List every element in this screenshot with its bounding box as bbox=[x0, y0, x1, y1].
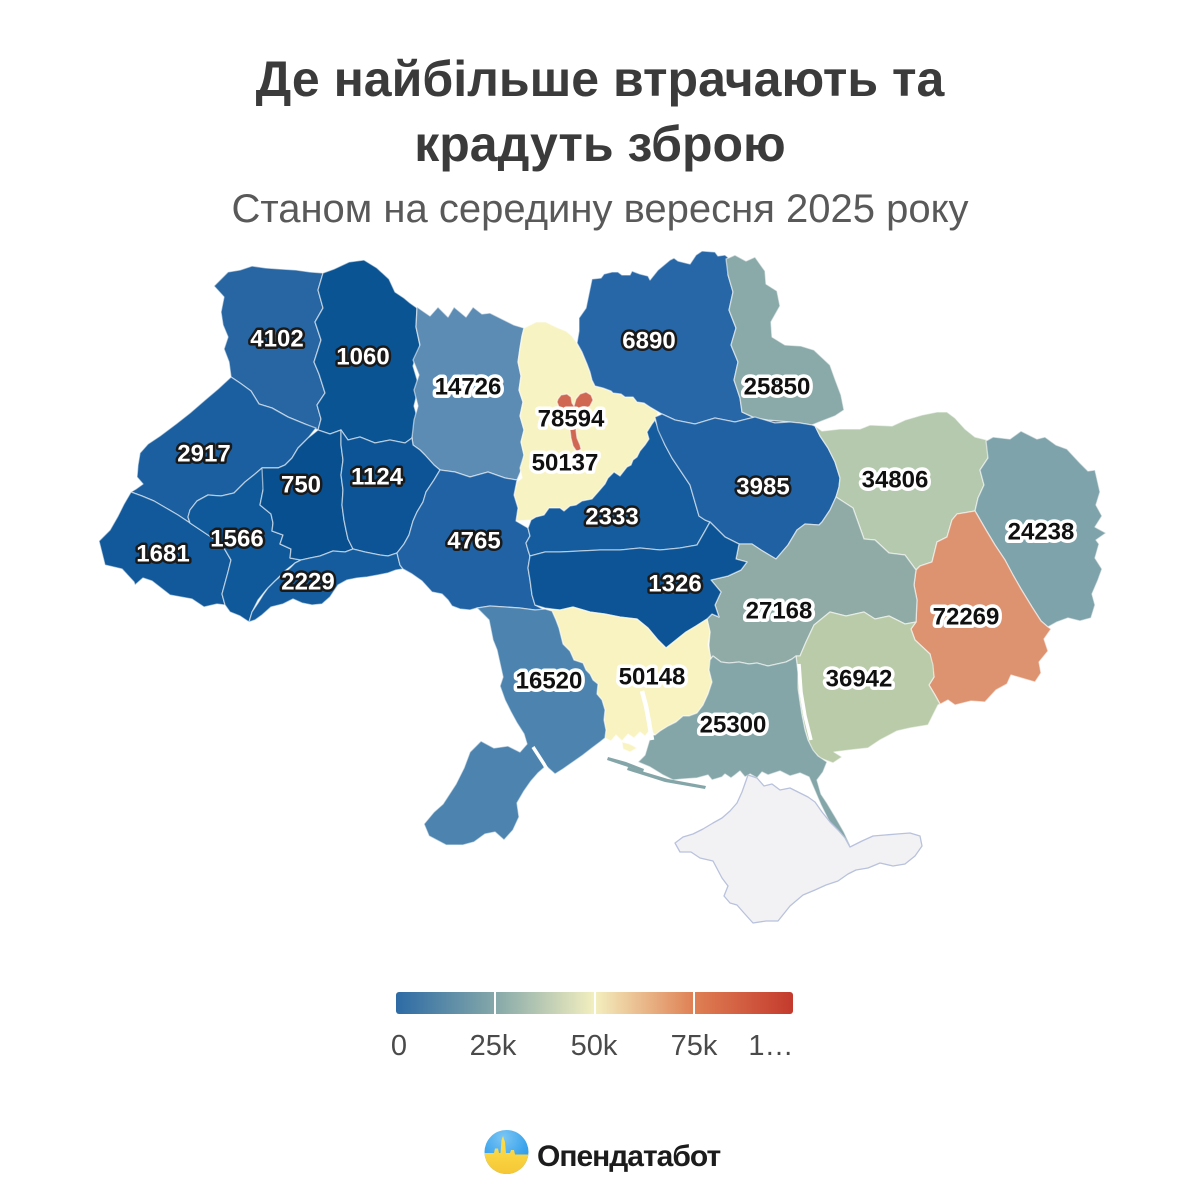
svg-text:750: 750 bbox=[281, 472, 321, 499]
svg-text:16520: 16520 bbox=[516, 668, 583, 695]
svg-text:24238: 24238 bbox=[1008, 519, 1075, 546]
svg-text:1566: 1566 bbox=[210, 526, 263, 553]
svg-text:36942: 36942 bbox=[826, 666, 893, 693]
svg-text:34806: 34806 bbox=[862, 467, 929, 494]
svg-text:3985: 3985 bbox=[736, 474, 789, 501]
svg-text:1326: 1326 bbox=[648, 571, 701, 598]
svg-text:27168: 27168 bbox=[746, 598, 813, 625]
svg-text:1124: 1124 bbox=[351, 464, 404, 491]
svg-text:2333: 2333 bbox=[585, 504, 638, 531]
svg-text:25k: 25k bbox=[470, 1030, 517, 1062]
svg-text:50148: 50148 bbox=[619, 664, 686, 691]
svg-text:1…: 1… bbox=[748, 1030, 793, 1062]
svg-text:Опендатабот: Опендатабот bbox=[537, 1140, 720, 1173]
svg-text:6890: 6890 bbox=[622, 328, 675, 355]
svg-text:50137: 50137 bbox=[532, 450, 599, 477]
svg-text:72269: 72269 bbox=[933, 604, 1000, 631]
svg-text:4102: 4102 bbox=[250, 326, 303, 353]
svg-text:1681: 1681 bbox=[136, 541, 189, 568]
svg-text:78594: 78594 bbox=[538, 406, 605, 433]
svg-text:2229: 2229 bbox=[281, 569, 334, 596]
svg-text:1060: 1060 bbox=[336, 344, 389, 371]
svg-text:50k: 50k bbox=[571, 1030, 618, 1062]
svg-text:25300: 25300 bbox=[700, 712, 767, 739]
svg-text:2917: 2917 bbox=[177, 441, 230, 468]
svg-text:25850: 25850 bbox=[744, 374, 811, 401]
svg-text:0: 0 bbox=[391, 1030, 407, 1062]
svg-text:4765: 4765 bbox=[447, 528, 500, 555]
svg-text:75k: 75k bbox=[671, 1030, 718, 1062]
svg-text:14726: 14726 bbox=[435, 374, 502, 401]
